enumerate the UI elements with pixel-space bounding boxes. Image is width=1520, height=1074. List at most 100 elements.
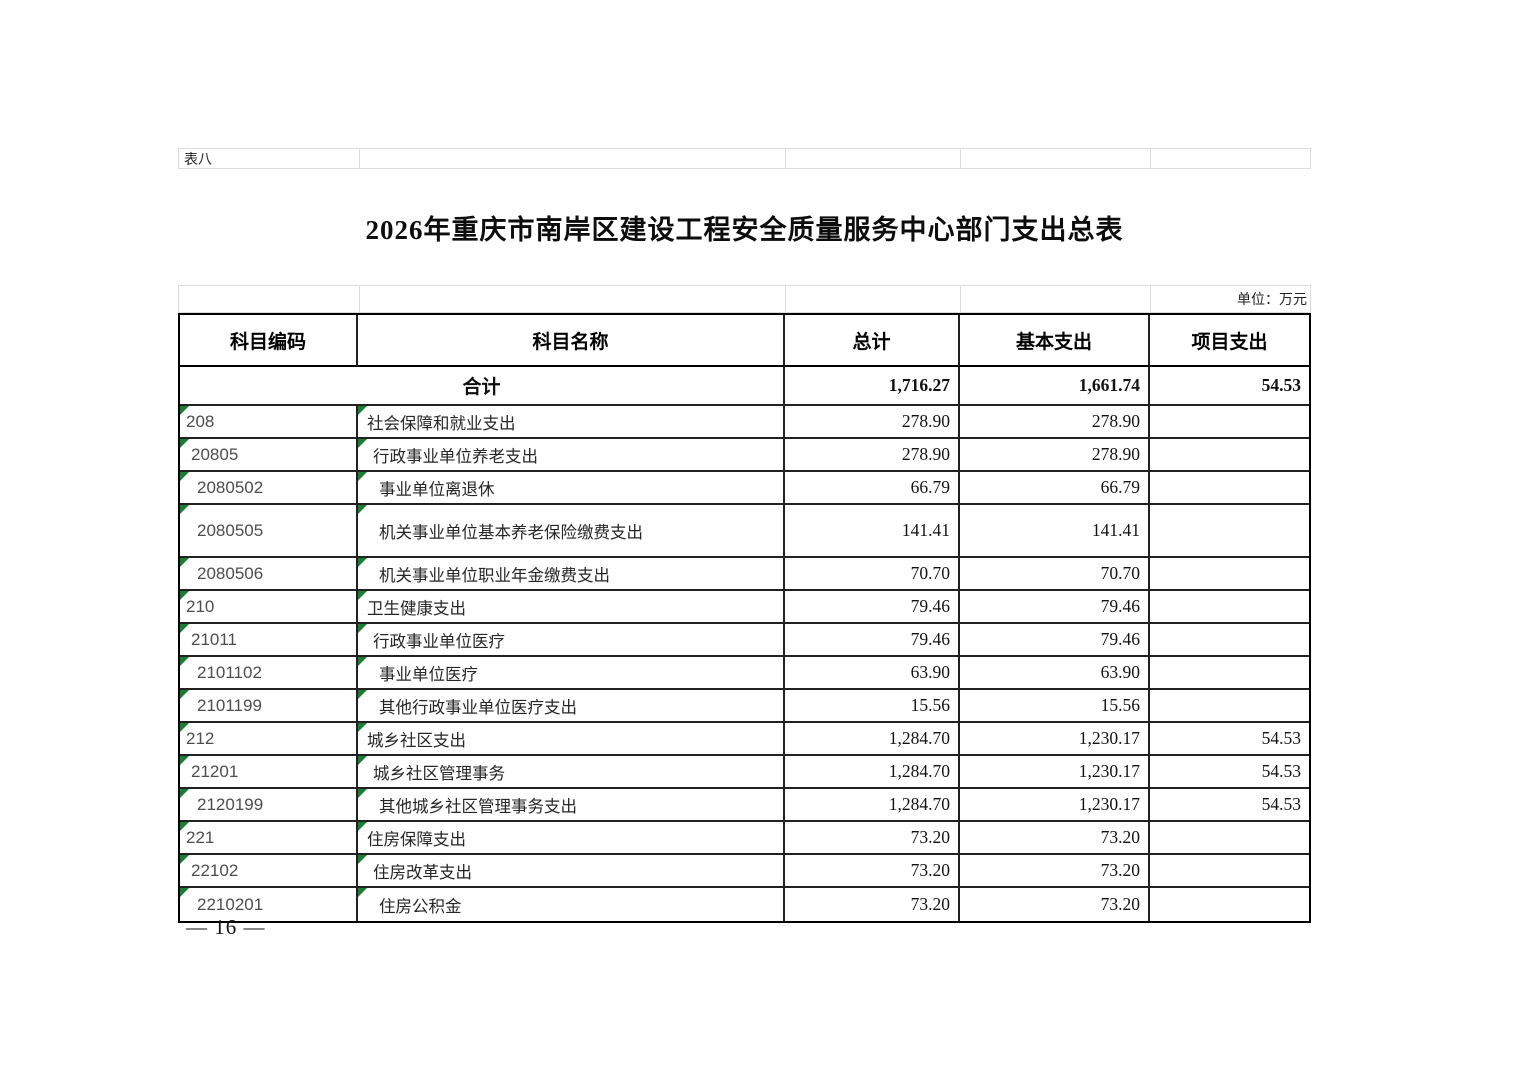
green-corner-marker-icon bbox=[358, 756, 367, 765]
green-corner-marker-icon bbox=[358, 591, 367, 600]
project-value-cell: 54.53 bbox=[1150, 756, 1309, 789]
subject-code-cell-text: 20805 bbox=[191, 444, 239, 464]
table-row: 21011 行政事业单位医疗 79.46 79.46 bbox=[180, 624, 1309, 657]
table-row: 210 卫生健康支出 79.46 79.46 bbox=[180, 591, 1309, 624]
subject-name-cell-text: 其他城乡社区管理事务支出 bbox=[379, 796, 577, 816]
green-corner-marker-icon bbox=[358, 505, 367, 514]
subject-name-cell-text: 卫生健康支出 bbox=[367, 598, 466, 618]
table-row: 2210201 住房公积金 73.20 73.20 bbox=[180, 888, 1309, 921]
green-corner-marker-icon bbox=[358, 558, 367, 567]
total-value-cell-text: 70.70 bbox=[910, 563, 950, 583]
table-row: 2080502 事业单位离退休 66.79 66.79 bbox=[180, 472, 1309, 505]
subject-name-cell-text: 住房公积金 bbox=[379, 896, 462, 916]
subject-name-cell-text: 其他行政事业单位医疗支出 bbox=[379, 697, 577, 717]
total-value-cell-text: 79.46 bbox=[910, 596, 950, 616]
project-value-cell bbox=[1150, 624, 1309, 657]
total-value-cell: 79.46 bbox=[785, 624, 960, 657]
subject-name-cell: 事业单位医疗 bbox=[358, 657, 785, 690]
green-corner-marker-icon bbox=[180, 822, 189, 831]
subject-code-cell-text: 2080505 bbox=[197, 520, 264, 540]
subject-name-cell: 社会保障和就业支出 bbox=[358, 406, 785, 439]
empty-grid-cell bbox=[1151, 148, 1311, 169]
subject-code-cell: 22102 bbox=[180, 855, 358, 888]
basic-value-cell-text: 278.90 bbox=[1091, 444, 1140, 464]
project-value-cell: 54.53 bbox=[1150, 723, 1309, 756]
subject-name-cell: 其他城乡社区管理事务支出 bbox=[358, 789, 785, 822]
table-header-row: 科目编码 科目名称 总计 基本支出 项目支出 bbox=[180, 315, 1309, 367]
subject-code-cell: 2080505 bbox=[180, 505, 358, 558]
subject-code-cell-text: 22102 bbox=[191, 860, 239, 880]
subject-code-cell-text: 2080506 bbox=[197, 563, 264, 583]
total-value-cell: 73.20 bbox=[785, 822, 960, 855]
subject-code-cell-text: 212 bbox=[186, 728, 215, 748]
total-value-cell: 1,284.70 bbox=[785, 789, 960, 822]
green-corner-marker-icon bbox=[358, 439, 367, 448]
subject-code-cell: 210 bbox=[180, 591, 358, 624]
total-value-cell-text: 1,284.70 bbox=[888, 728, 950, 748]
project-value-cell-text: 54.53 bbox=[1261, 794, 1301, 814]
subject-name-cell: 行政事业单位医疗 bbox=[358, 624, 785, 657]
basic-value-cell: 70.70 bbox=[960, 558, 1150, 591]
empty-grid-cell bbox=[178, 285, 360, 313]
green-corner-marker-icon bbox=[180, 505, 189, 514]
total-value-cell: 141.41 bbox=[785, 505, 960, 558]
total-value-cell-text: 66.79 bbox=[910, 477, 950, 497]
unit-label: 单位：万元 bbox=[1237, 293, 1307, 308]
basic-value-cell: 278.90 bbox=[960, 439, 1150, 472]
sheet-label-row: 表八 bbox=[178, 148, 1311, 169]
subject-code-cell-text: 2101199 bbox=[197, 695, 262, 715]
subject-name-cell: 机关事业单位职业年金缴费支出 bbox=[358, 558, 785, 591]
total-value-cell: 73.20 bbox=[785, 888, 960, 921]
subject-name-cell-text: 行政事业单位养老支出 bbox=[373, 446, 538, 466]
subject-name-cell: 住房公积金 bbox=[358, 888, 785, 921]
total-value-cell-text: 63.90 bbox=[910, 662, 950, 682]
table-body: 208 社会保障和就业支出 278.90 278.90 20805 行政事业单位养老支出 2… bbox=[180, 406, 1309, 921]
total-value-cell: 79.46 bbox=[785, 591, 960, 624]
project-value-cell bbox=[1150, 855, 1309, 888]
total-row-total: 1,716.27 bbox=[785, 367, 960, 406]
project-value-cell: 54.53 bbox=[1150, 789, 1309, 822]
subject-name-cell-text: 住房保障支出 bbox=[367, 829, 466, 849]
table-row: 221 住房保障支出 73.20 73.20 bbox=[180, 822, 1309, 855]
green-corner-marker-icon bbox=[358, 624, 367, 633]
subject-code-cell-text: 221 bbox=[186, 827, 215, 847]
empty-grid-cell bbox=[360, 285, 786, 313]
subject-name-cell: 住房改革支出 bbox=[358, 855, 785, 888]
header-total: 总计 bbox=[785, 315, 960, 367]
total-value-cell: 15.56 bbox=[785, 690, 960, 723]
subject-name-cell-text: 事业单位离退休 bbox=[379, 479, 495, 499]
total-value-cell-text: 15.56 bbox=[910, 695, 950, 715]
header-subject-name: 科目名称 bbox=[358, 315, 785, 367]
project-value-cell bbox=[1150, 439, 1309, 472]
green-corner-marker-icon bbox=[358, 855, 367, 864]
basic-value-cell-text: 79.46 bbox=[1100, 596, 1140, 616]
sheet-label: 表八 bbox=[184, 152, 212, 168]
unit-row: 单位：万元 bbox=[178, 285, 1311, 313]
green-corner-marker-icon bbox=[180, 624, 189, 633]
total-row-project: 54.53 bbox=[1150, 367, 1309, 406]
green-corner-marker-icon bbox=[358, 657, 367, 666]
green-corner-marker-icon bbox=[180, 657, 189, 666]
table-total-row: 合计 1,716.27 1,661.74 54.53 bbox=[180, 367, 1309, 406]
unit-label-cell: 单位：万元 bbox=[1151, 285, 1311, 313]
basic-value-cell: 278.90 bbox=[960, 406, 1150, 439]
subject-name-cell: 其他行政事业单位医疗支出 bbox=[358, 690, 785, 723]
basic-value-cell: 63.90 bbox=[960, 657, 1150, 690]
total-value-cell-text: 79.46 bbox=[910, 629, 950, 649]
total-value-cell-text: 278.90 bbox=[901, 411, 950, 431]
total-value-cell-text: 1,284.70 bbox=[888, 794, 950, 814]
subject-code-cell: 2080506 bbox=[180, 558, 358, 591]
green-corner-marker-icon bbox=[358, 690, 367, 699]
basic-value-cell-text: 1,230.17 bbox=[1078, 728, 1140, 748]
basic-value-cell: 15.56 bbox=[960, 690, 1150, 723]
total-value-cell-text: 1,284.70 bbox=[888, 761, 950, 781]
subject-code-cell-text: 208 bbox=[186, 411, 215, 431]
basic-value-cell-text: 15.56 bbox=[1100, 695, 1140, 715]
green-corner-marker-icon bbox=[358, 472, 367, 481]
subject-name-cell-text: 城乡社区支出 bbox=[367, 730, 466, 750]
header-project-expenditure: 项目支出 bbox=[1150, 315, 1309, 367]
total-value-cell: 1,284.70 bbox=[785, 756, 960, 789]
project-value-cell bbox=[1150, 505, 1309, 558]
project-value-cell bbox=[1150, 472, 1309, 505]
basic-value-cell: 1,230.17 bbox=[960, 756, 1150, 789]
